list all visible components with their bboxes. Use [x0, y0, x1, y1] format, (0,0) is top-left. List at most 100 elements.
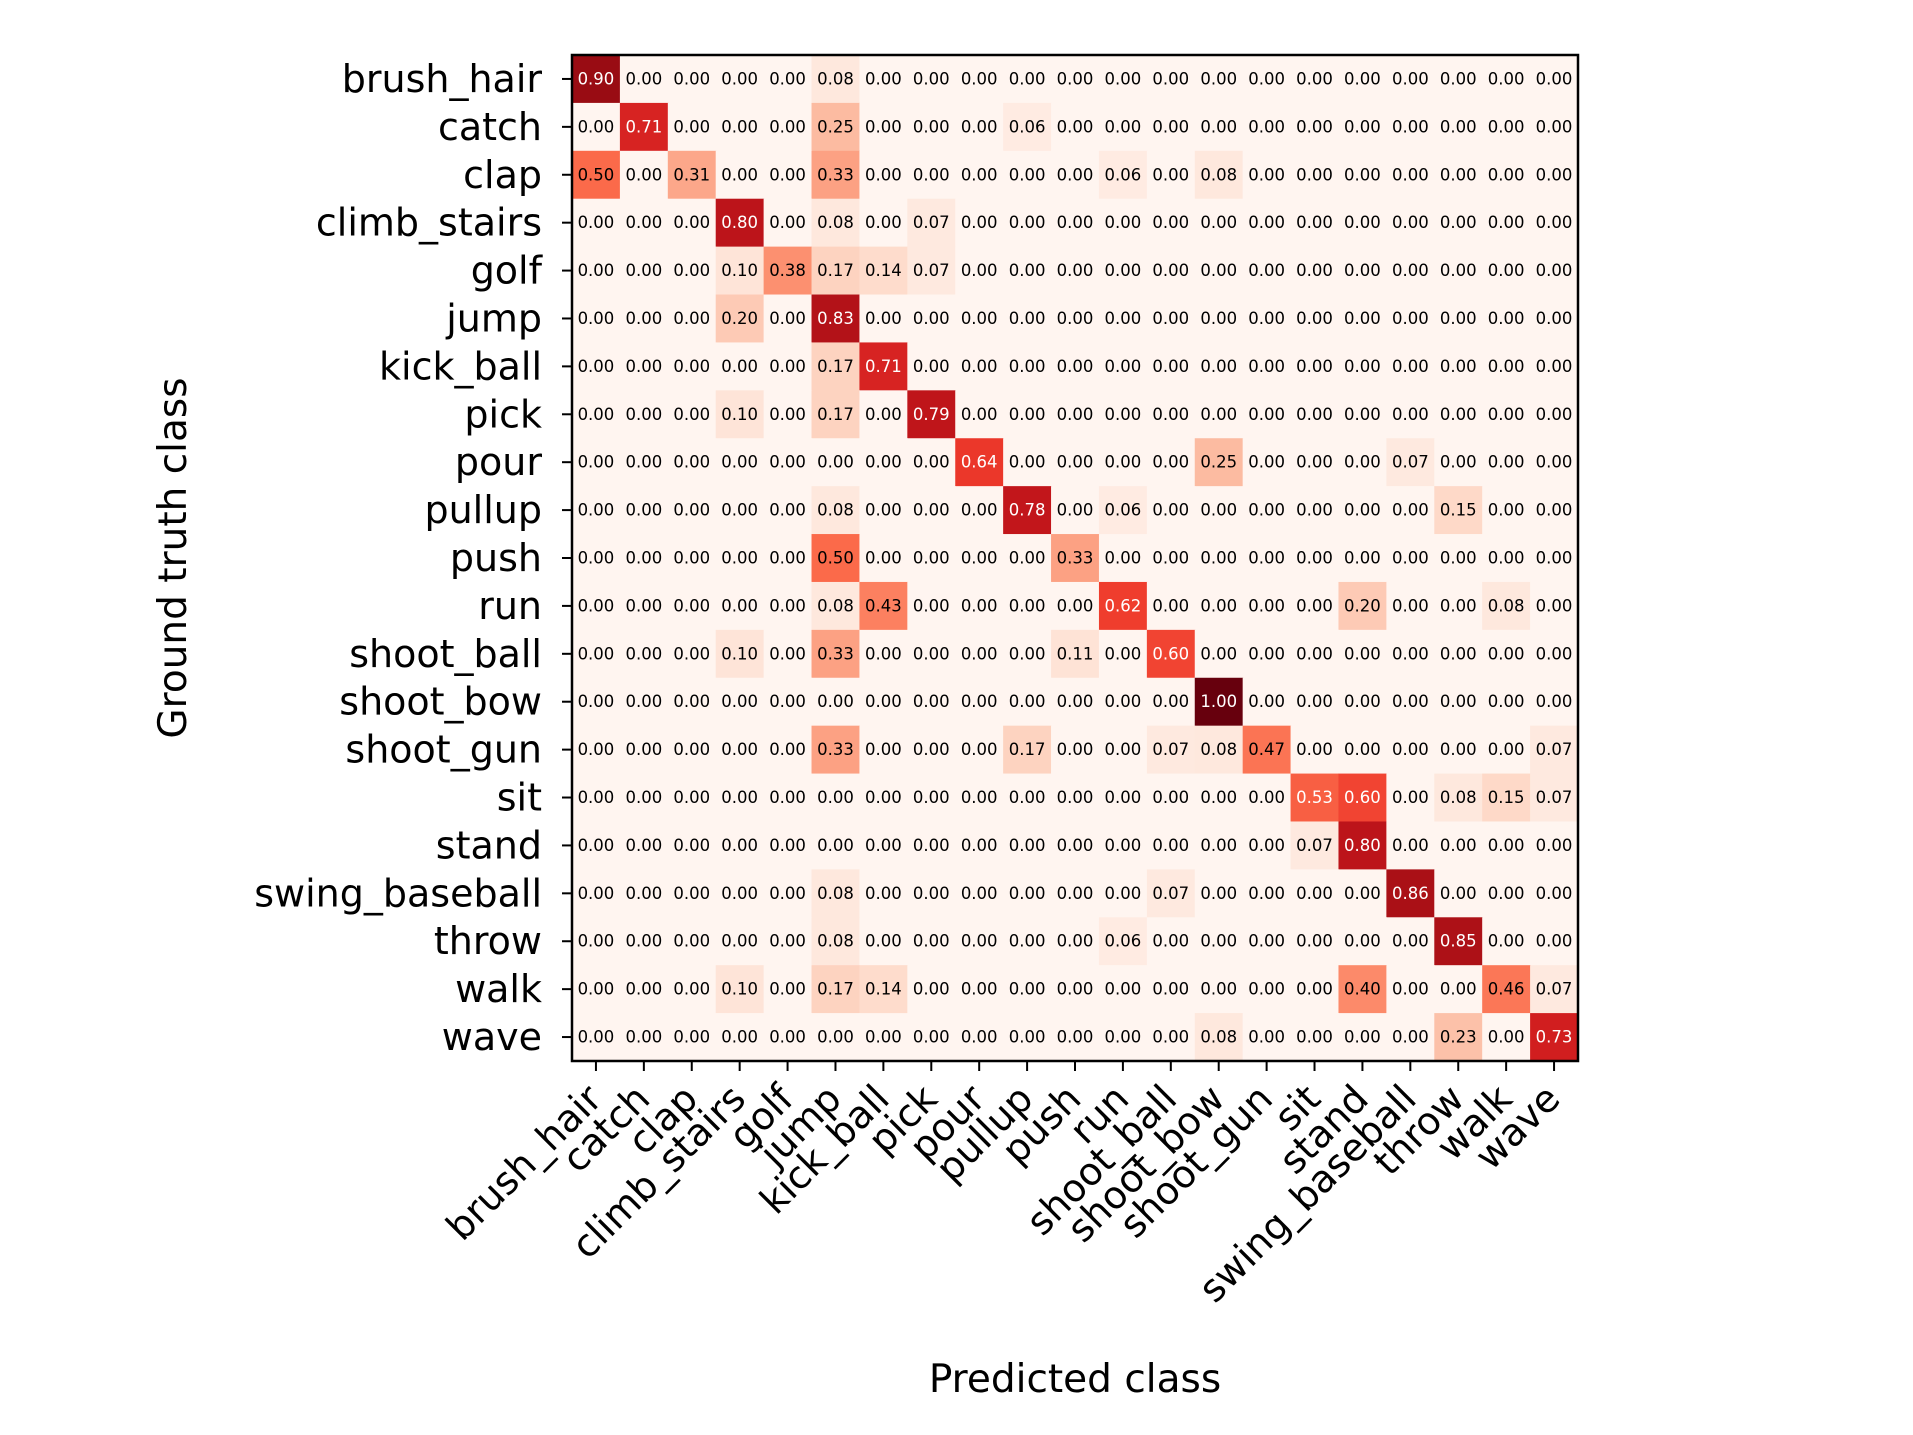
heatmap-cell [1051, 725, 1100, 775]
cell-value-label: 0.00 [1488, 261, 1525, 280]
cell-value-label: 0.00 [1440, 884, 1477, 903]
heatmap-cell [859, 821, 908, 870]
cell-value-label: 0.00 [1296, 596, 1333, 615]
heatmap-cell [1434, 342, 1483, 391]
heatmap-cell [1434, 150, 1483, 200]
cell-value-label: 0.00 [1105, 213, 1142, 232]
cell-value-label: 0.07 [1152, 884, 1189, 903]
cell-value-label: 0.00 [817, 692, 854, 711]
heatmap-cell [907, 725, 956, 775]
cell-value-label: 0.00 [913, 1028, 950, 1047]
heatmap-cell [1194, 246, 1244, 296]
cell-value-label: 0.00 [673, 1028, 710, 1047]
cell-value-label: 0.80 [721, 213, 758, 232]
cell-value-label: 0.79 [913, 405, 950, 424]
heatmap-cell [907, 150, 956, 200]
cell-value-label: 0.00 [1440, 453, 1477, 472]
cell-value-label: 0.00 [1392, 213, 1429, 232]
heatmap-cell [1146, 773, 1196, 823]
heatmap-cell [811, 725, 861, 775]
cell-value-label: 0.71 [625, 117, 662, 136]
heatmap-cell [1003, 581, 1052, 631]
cell-value-label: 0.00 [1392, 644, 1429, 663]
heatmap-cell [763, 821, 813, 870]
heatmap-cell [1003, 821, 1052, 870]
cell-value-label: 0.00 [1009, 596, 1046, 615]
cell-value-label: 0.00 [578, 357, 615, 376]
heatmap-cell [1003, 773, 1052, 823]
heatmap-cell [955, 198, 1004, 248]
cell-value-label: 0.00 [1152, 501, 1189, 520]
cell-value-label: 0.00 [625, 213, 662, 232]
heatmap-cell [763, 246, 813, 296]
heatmap-cell [763, 725, 813, 775]
cell-value-label: 0.00 [1248, 213, 1285, 232]
heatmap-cell [572, 965, 621, 1014]
heatmap-cell [1338, 342, 1387, 391]
heatmap-cell [1386, 869, 1435, 918]
heatmap-cell [1530, 390, 1579, 439]
cell-value-label: 0.83 [817, 309, 854, 328]
cell-value-label: 0.00 [578, 932, 615, 951]
cell-value-label: 0.00 [1152, 117, 1189, 136]
heatmap-cell [1146, 294, 1196, 344]
cell-value-label: 0.00 [721, 453, 758, 472]
heatmap-cell [619, 486, 669, 535]
heatmap-cell [1146, 965, 1196, 1014]
cell-value-label: 0.07 [1296, 836, 1333, 855]
cell-value-label: 0.00 [865, 644, 902, 663]
cell-value-label: 0.00 [1009, 357, 1046, 376]
heatmap-cell [1386, 246, 1435, 296]
heatmap-cell [667, 486, 717, 535]
cell-value-label: 0.33 [817, 740, 854, 759]
heatmap-cell [1194, 55, 1244, 104]
cell-value-label: 0.08 [1200, 740, 1237, 759]
cell-value-label: 0.00 [1152, 788, 1189, 807]
heatmap-cell [1098, 581, 1148, 631]
heatmap-cell [619, 294, 669, 344]
cell-value-label: 0.00 [578, 692, 615, 711]
cell-value-label: 0.00 [1152, 596, 1189, 615]
heatmap-cell [619, 677, 669, 727]
heatmap-cell [907, 534, 956, 583]
cell-value-label: 0.00 [578, 788, 615, 807]
heatmap-cell [859, 294, 908, 344]
cell-value-label: 0.60 [1344, 788, 1381, 807]
cell-value-label: 0.00 [961, 405, 998, 424]
cell-value-label: 0.00 [1152, 357, 1189, 376]
heatmap-cell [667, 773, 717, 823]
heatmap-cell [1242, 1013, 1292, 1062]
cell-value-label: 0.00 [1392, 836, 1429, 855]
cell-value-label: 0.00 [1440, 165, 1477, 184]
cell-value-label: 0.00 [1105, 453, 1142, 472]
cell-value-label: 0.00 [1248, 165, 1285, 184]
cell-value-label: 0.00 [1009, 309, 1046, 328]
cell-value-label: 0.00 [1105, 549, 1142, 568]
cell-value-label: 0.06 [1009, 117, 1046, 136]
heatmap-cell [619, 102, 669, 152]
cell-value-label: 0.47 [1248, 740, 1285, 759]
heatmap-cell [1530, 821, 1579, 870]
cell-value-label: 0.00 [865, 884, 902, 903]
cell-value-label: 0.00 [913, 740, 950, 759]
heatmap-cell [715, 150, 765, 200]
cell-value-label: 0.00 [769, 884, 806, 903]
heatmap-cell [1386, 677, 1435, 727]
cell-value-label: 0.00 [1248, 644, 1285, 663]
cell-value-label: 0.00 [1200, 357, 1237, 376]
heatmap-cell [763, 965, 813, 1014]
heatmap-cell [1338, 102, 1387, 152]
heatmap-cell [667, 534, 717, 583]
heatmap-cell [1434, 677, 1483, 727]
heatmap-cell [1530, 198, 1579, 248]
cell-value-label: 0.00 [673, 740, 710, 759]
heatmap-cell [1051, 629, 1100, 679]
cell-value-label: 0.00 [721, 836, 758, 855]
heatmap-cell [955, 773, 1004, 823]
cell-value-label: 0.00 [1200, 405, 1237, 424]
heatmap-cell [1003, 629, 1052, 679]
cell-value-label: 0.00 [1488, 117, 1525, 136]
heatmap-cell [1003, 486, 1052, 535]
heatmap-cell [572, 725, 621, 775]
cell-value-label: 0.00 [913, 836, 950, 855]
